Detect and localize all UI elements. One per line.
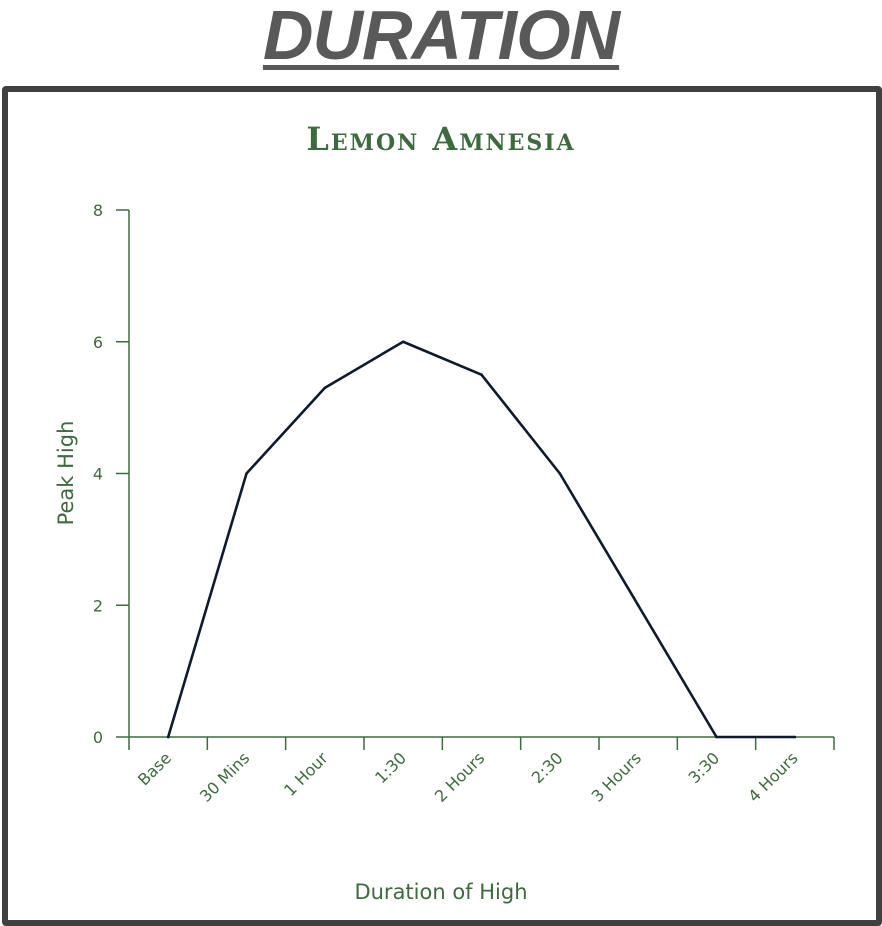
y-tick-label: 4 bbox=[93, 465, 103, 484]
data-point bbox=[793, 735, 797, 739]
page-heading: DURATION bbox=[0, 0, 882, 80]
x-tick-label: 1 Hour bbox=[280, 748, 332, 800]
y-tick-label: 0 bbox=[93, 728, 103, 747]
chart-axes bbox=[128, 210, 834, 738]
x-tick-label: 1:30 bbox=[371, 748, 410, 787]
heading-text: DURATION bbox=[262, 0, 620, 74]
data-point bbox=[480, 373, 483, 376]
series-line bbox=[166, 340, 797, 739]
y-tick-label: 8 bbox=[93, 201, 103, 220]
y-axis-title: Peak High bbox=[54, 421, 78, 526]
chart-title: Lemon Amnesia bbox=[306, 120, 575, 158]
x-tick-label: 3:30 bbox=[684, 748, 723, 787]
data-point bbox=[558, 472, 562, 475]
chart-frame bbox=[2, 86, 882, 926]
data-point bbox=[323, 386, 327, 390]
x-tick-label: 3 Hours bbox=[588, 748, 645, 805]
y-tick-label: 2 bbox=[93, 596, 103, 615]
x-tick-label: 2:30 bbox=[528, 748, 567, 787]
chart-series bbox=[166, 340, 797, 739]
data-point bbox=[401, 340, 405, 344]
x-tick-label: 30 Mins bbox=[196, 748, 253, 805]
x-axis-ticks: Base 30 Mins 1 Hour 1:30 2 Hours 2:30 3 Hours 3… bbox=[128, 737, 835, 806]
x-tick-label: 2 Hours bbox=[431, 748, 488, 805]
data-point bbox=[636, 603, 640, 607]
y-tick-label: 6 bbox=[93, 333, 103, 352]
data-point bbox=[166, 735, 170, 739]
x-tick-label: 4 Hours bbox=[744, 748, 801, 805]
data-point bbox=[715, 735, 718, 739]
x-axis-title: Duration of High bbox=[354, 880, 527, 904]
data-point bbox=[245, 472, 248, 475]
y-axis-ticks: 0 2 4 6 8 bbox=[93, 201, 129, 747]
x-tick-label: Base bbox=[134, 748, 175, 789]
